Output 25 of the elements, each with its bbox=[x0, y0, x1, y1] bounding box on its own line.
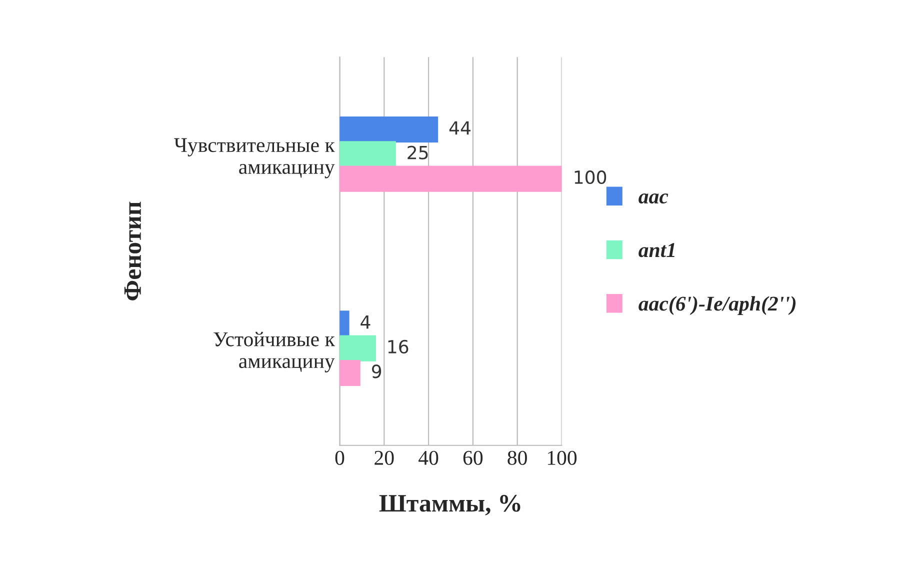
x-tick-label: 20 bbox=[374, 450, 394, 465]
bar bbox=[340, 166, 562, 192]
y-tick-label: Устойчивые к амикацину bbox=[214, 332, 335, 372]
legend-label: ant1 bbox=[638, 243, 674, 258]
legend-label: aac bbox=[638, 194, 668, 204]
bar bbox=[340, 141, 396, 168]
x-tick-label: 100 bbox=[548, 450, 577, 465]
bar bbox=[340, 335, 376, 362]
x-axis-title: Штаммы, % bbox=[379, 494, 520, 516]
y-axis-title: Фенотип bbox=[124, 202, 142, 300]
data-label: 44 bbox=[449, 121, 470, 134]
bar bbox=[340, 360, 360, 386]
data-label: 25 bbox=[408, 146, 428, 160]
legend-label: aac(6')-Ie/aph(2'') bbox=[638, 296, 796, 315]
bar bbox=[340, 310, 350, 337]
x-tick-label: 60 bbox=[463, 450, 483, 465]
bar bbox=[340, 116, 438, 143]
x-tick-label: 40 bbox=[418, 450, 438, 465]
y-tick-label: Чувствительные к амикацину bbox=[174, 138, 335, 178]
x-tick-label: 0 bbox=[335, 450, 344, 465]
data-label: 9 bbox=[372, 364, 382, 378]
data-label: 100 bbox=[574, 170, 606, 184]
x-tick-label: 80 bbox=[508, 450, 527, 465]
data-label: 4 bbox=[360, 315, 370, 329]
data-label: 16 bbox=[388, 340, 408, 354]
